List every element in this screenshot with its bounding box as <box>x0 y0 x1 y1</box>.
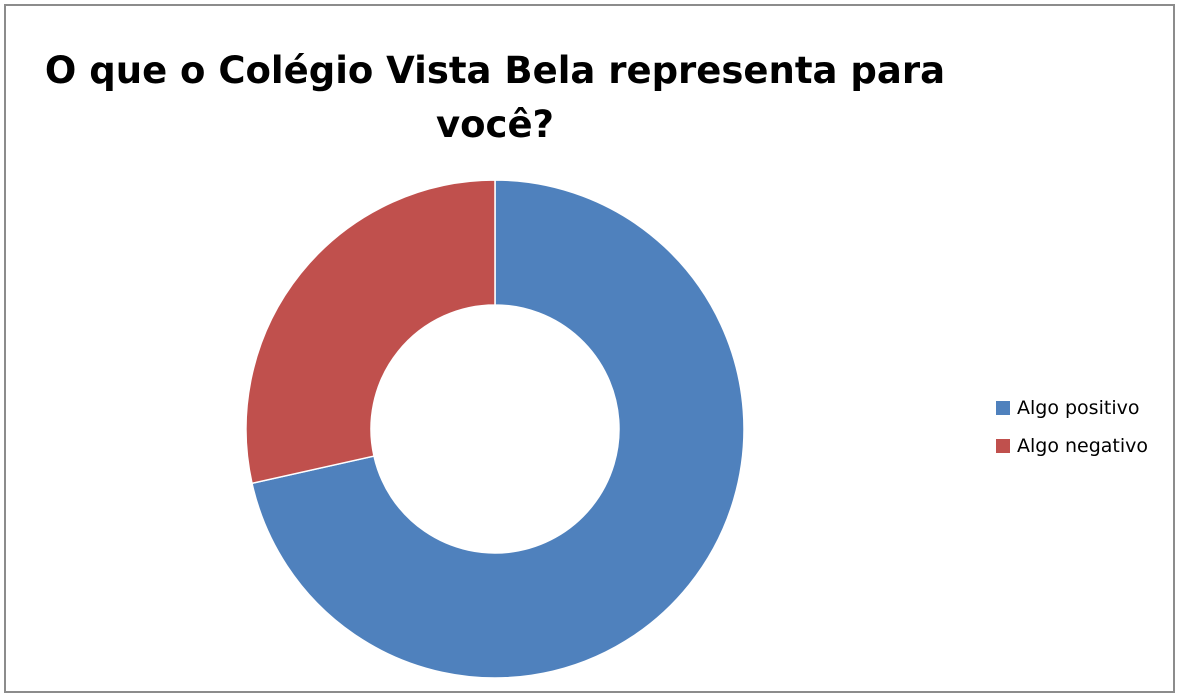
legend-swatch-algo-positivo <box>996 401 1010 415</box>
legend-item-algo-positivo: Algo positivo <box>996 395 1171 421</box>
legend-swatch-algo-negativo <box>996 439 1010 453</box>
donut-slices <box>245 179 745 679</box>
chart-title: O que o Colégio Vista Bela representa pa… <box>44 49 946 146</box>
legend-label-algo-positivo: Algo positivo <box>1017 397 1140 419</box>
legend-item-algo-negativo: Algo negativo <box>996 433 1171 459</box>
legend: Algo positivo Algo negativo <box>996 395 1171 471</box>
legend-label-algo-negativo: Algo negativo <box>1017 435 1149 457</box>
slice-algo-negativo <box>245 179 496 485</box>
slice-algo-positivo <box>251 179 745 679</box>
